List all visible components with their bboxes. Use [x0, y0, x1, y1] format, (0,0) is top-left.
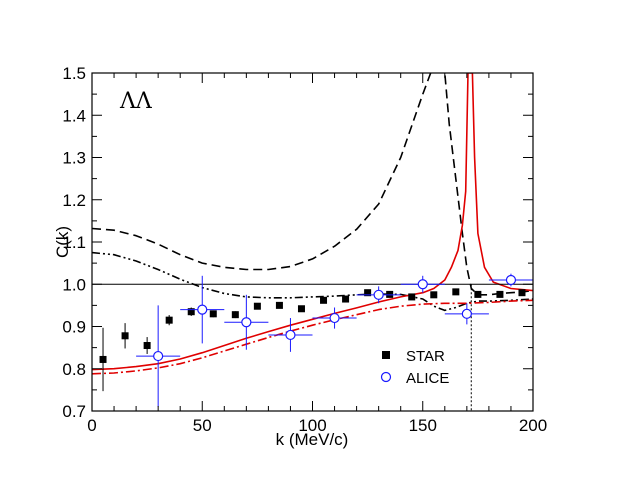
- x-axis-title: k (MeV/c): [276, 430, 349, 449]
- star-point: [297, 305, 305, 313]
- alice-point: [197, 304, 208, 315]
- y-axis-title: C(k): [53, 226, 72, 258]
- y-tick-label: 1.5: [62, 64, 86, 83]
- y-tick-label: 1.3: [62, 149, 86, 168]
- star-point: [143, 342, 151, 350]
- y-tick-label: 1.4: [62, 106, 86, 125]
- legend: STAR ALICE: [380, 348, 449, 387]
- x-tick-label: 200: [519, 416, 547, 435]
- reference-line-group: [92, 283, 533, 411]
- y-tick-label: 1.2: [62, 191, 86, 210]
- star-point: [430, 291, 438, 299]
- star-point: [99, 355, 107, 363]
- axis-ticks: [91, 72, 534, 412]
- y-tick-label: 0.7: [62, 402, 86, 421]
- star-point: [408, 293, 416, 301]
- legend-alice-label: ALICE: [406, 370, 449, 387]
- data-points: [99, 273, 533, 407]
- alice-point: [461, 308, 472, 319]
- legend-alice-marker: [380, 371, 392, 383]
- star-point: [452, 288, 460, 296]
- star-point: [364, 289, 372, 297]
- star-point: [231, 311, 239, 319]
- y-tick-label: 1.1: [62, 233, 86, 252]
- star-point: [253, 302, 261, 310]
- star-point: [496, 290, 504, 298]
- alice-point: [329, 312, 340, 324]
- y-tick-label: 1.0: [62, 275, 86, 294]
- star-point: [165, 316, 173, 324]
- panel-label: ΛΛ: [119, 89, 153, 114]
- star-point: [121, 332, 129, 340]
- curve-black-dash-dot: [92, 251, 533, 312]
- star-point: [320, 296, 328, 304]
- alice-point: [241, 317, 252, 328]
- x-tick-label: 100: [298, 416, 326, 435]
- alice-point: [285, 329, 296, 341]
- legend-star-marker: [382, 351, 390, 359]
- star-point: [275, 301, 283, 309]
- alice-point: [153, 350, 164, 362]
- star-point: [209, 310, 217, 318]
- curve-red-dash-dot: [92, 299, 533, 375]
- star-point: [342, 295, 350, 303]
- star-point: [474, 290, 482, 298]
- x-tick-label: 0: [87, 416, 96, 435]
- y-tick-label: 0.8: [62, 360, 86, 379]
- axis-tick-labels: 0 50 100 150 200 0.7 0.8 0.9 1.0 1.1 1.2 1.3 1.4 1.5: [62, 64, 547, 435]
- x-tick-label: 150: [409, 416, 437, 435]
- legend-star-label: STAR: [406, 348, 445, 365]
- y-tick-label: 0.9: [62, 318, 86, 337]
- x-tick-label: 50: [193, 416, 212, 435]
- star-point: [187, 308, 195, 316]
- alice-point: [417, 279, 428, 290]
- alice-point: [505, 274, 517, 286]
- star-point: [518, 289, 526, 297]
- alice-point: [373, 289, 384, 300]
